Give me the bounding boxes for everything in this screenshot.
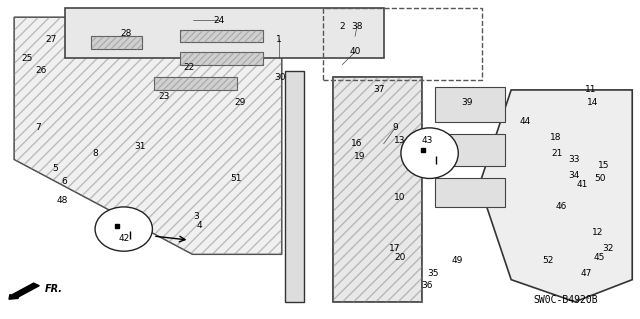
Bar: [435, 178, 505, 207]
Polygon shape: [180, 52, 262, 65]
Polygon shape: [285, 71, 304, 302]
Polygon shape: [154, 77, 237, 90]
Text: 47: 47: [580, 269, 592, 278]
Text: 8: 8: [93, 149, 99, 158]
Text: 31: 31: [134, 142, 146, 151]
Polygon shape: [65, 8, 384, 58]
Text: 38: 38: [351, 22, 363, 31]
Text: 41: 41: [577, 180, 588, 189]
Text: 36: 36: [421, 281, 433, 291]
Text: 4: 4: [196, 221, 202, 230]
Polygon shape: [479, 90, 632, 302]
Text: 1: 1: [276, 35, 282, 44]
FancyArrow shape: [9, 283, 39, 299]
Text: 13: 13: [394, 136, 405, 145]
Text: 14: 14: [587, 98, 598, 107]
Text: 10: 10: [394, 193, 405, 202]
Text: 35: 35: [428, 269, 439, 278]
Text: 49: 49: [451, 256, 463, 265]
Text: 15: 15: [598, 161, 609, 170]
Text: 27: 27: [45, 35, 57, 44]
Text: 46: 46: [555, 203, 566, 211]
Text: 42: 42: [118, 234, 129, 243]
Text: 17: 17: [390, 243, 401, 253]
Text: 50: 50: [595, 174, 606, 183]
Text: 5: 5: [52, 165, 58, 174]
Text: 26: 26: [35, 66, 47, 76]
Text: 33: 33: [568, 155, 579, 164]
Text: 22: 22: [184, 63, 195, 72]
Bar: [435, 134, 505, 166]
Text: 20: 20: [394, 253, 405, 262]
Text: 6: 6: [61, 177, 67, 186]
Text: 24: 24: [214, 16, 225, 25]
Ellipse shape: [401, 128, 458, 178]
Text: 30: 30: [275, 73, 286, 82]
Text: 37: 37: [373, 85, 385, 94]
Bar: [435, 87, 505, 122]
Text: 21: 21: [551, 149, 563, 158]
Text: 52: 52: [543, 256, 554, 265]
Text: 19: 19: [354, 152, 365, 161]
Text: 48: 48: [56, 196, 68, 205]
Text: 12: 12: [591, 228, 603, 237]
Text: 7: 7: [35, 123, 41, 132]
Text: 51: 51: [230, 174, 242, 183]
Ellipse shape: [95, 207, 152, 251]
Text: 32: 32: [602, 243, 614, 253]
Text: 28: 28: [120, 28, 131, 38]
Polygon shape: [14, 17, 282, 254]
Text: 11: 11: [585, 85, 596, 94]
Polygon shape: [333, 77, 422, 302]
Text: 23: 23: [158, 92, 170, 101]
Polygon shape: [91, 36, 141, 49]
Text: 16: 16: [351, 139, 363, 148]
Text: FR.: FR.: [45, 284, 63, 293]
Text: SW0C-B4920B: SW0C-B4920B: [534, 295, 598, 305]
Text: 40: 40: [349, 48, 361, 56]
Text: 2: 2: [339, 22, 345, 31]
Text: 44: 44: [520, 117, 531, 126]
Text: 39: 39: [461, 98, 472, 107]
Text: 9: 9: [392, 123, 398, 132]
Text: 45: 45: [593, 253, 605, 262]
Text: 43: 43: [421, 136, 433, 145]
Text: 29: 29: [235, 98, 246, 107]
Text: 3: 3: [193, 212, 198, 221]
Text: 34: 34: [568, 171, 579, 180]
Text: 18: 18: [550, 133, 561, 142]
Polygon shape: [180, 30, 262, 42]
Text: 25: 25: [21, 54, 33, 63]
